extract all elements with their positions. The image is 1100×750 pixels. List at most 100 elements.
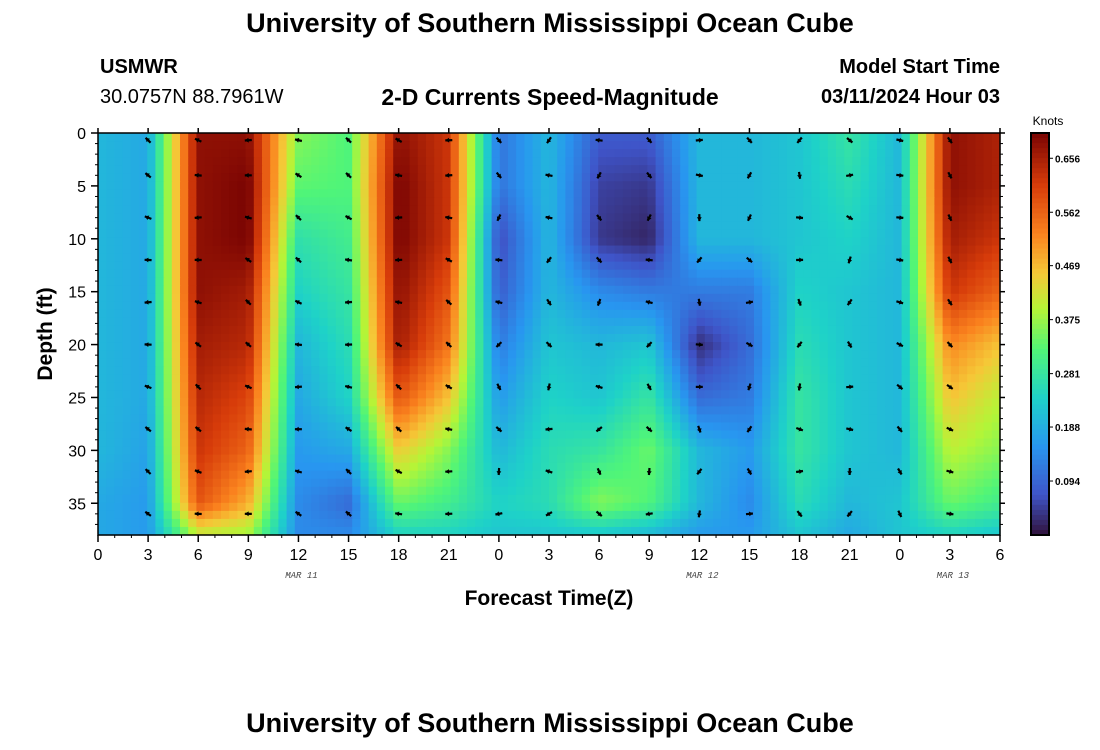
heatmap-cell bbox=[778, 181, 788, 190]
heatmap-cell bbox=[688, 237, 698, 247]
heatmap-cell bbox=[114, 325, 124, 335]
heatmap-cell bbox=[98, 350, 107, 359]
heatmap-cell bbox=[491, 478, 501, 488]
heatmap-cell bbox=[393, 189, 402, 198]
heatmap-cell bbox=[573, 325, 583, 335]
heatmap-cell bbox=[754, 237, 763, 247]
heatmap-cell bbox=[98, 422, 107, 432]
heatmap-cell bbox=[967, 285, 976, 295]
heatmap-cell bbox=[344, 478, 353, 488]
heatmap-cell bbox=[335, 446, 345, 456]
heatmap-cell bbox=[532, 149, 542, 158]
heatmap-cell bbox=[409, 358, 419, 367]
heatmap-cell bbox=[754, 309, 763, 319]
heatmap-cell bbox=[991, 157, 1001, 166]
heatmap-cell bbox=[852, 374, 862, 383]
heatmap-cell bbox=[311, 486, 320, 496]
heatmap-cell bbox=[163, 221, 173, 231]
heatmap-cell bbox=[844, 462, 853, 472]
heatmap-cell bbox=[737, 133, 747, 142]
heatmap-cell bbox=[409, 350, 419, 359]
heatmap-cell bbox=[98, 309, 107, 319]
heatmap-cell bbox=[983, 317, 993, 327]
heatmap-cell bbox=[827, 438, 837, 448]
heatmap-cell bbox=[975, 205, 985, 214]
heatmap-cell bbox=[713, 486, 722, 496]
heatmap-cell bbox=[196, 494, 206, 504]
heatmap-cell bbox=[508, 430, 517, 440]
heatmap-cell bbox=[844, 165, 853, 174]
heatmap-cell bbox=[770, 253, 780, 263]
heatmap-cell bbox=[294, 165, 304, 174]
heatmap-cell bbox=[475, 221, 484, 231]
heatmap-cell bbox=[778, 269, 788, 279]
heatmap-cell bbox=[212, 261, 222, 271]
heatmap-cell bbox=[335, 157, 345, 166]
heatmap-cell bbox=[467, 454, 476, 464]
heatmap-cell bbox=[262, 390, 271, 399]
heatmap-cell bbox=[196, 181, 206, 190]
heatmap-cell bbox=[483, 374, 493, 383]
heatmap-cell bbox=[762, 390, 771, 399]
heatmap-cell bbox=[319, 229, 329, 239]
heatmap-cell bbox=[229, 446, 238, 456]
heatmap-cell bbox=[286, 141, 296, 150]
heatmap-cell bbox=[180, 325, 189, 335]
heatmap-cell bbox=[868, 486, 878, 496]
heatmap-cell bbox=[606, 285, 616, 295]
heatmap-cell bbox=[704, 382, 714, 391]
heatmap-cell bbox=[811, 414, 821, 424]
heatmap-cell bbox=[188, 358, 197, 367]
heatmap-cell bbox=[196, 325, 206, 335]
heatmap-cell bbox=[417, 414, 427, 424]
heatmap-cell bbox=[516, 325, 525, 335]
heatmap-cell bbox=[344, 165, 353, 174]
heatmap-cell bbox=[721, 213, 730, 223]
heatmap-cell bbox=[368, 189, 378, 198]
heatmap-cell bbox=[803, 374, 812, 383]
heatmap-cell bbox=[163, 261, 173, 271]
heatmap-cell bbox=[606, 213, 616, 223]
heatmap-cell bbox=[212, 454, 222, 464]
heatmap-cell bbox=[868, 237, 878, 247]
heatmap-cell bbox=[852, 285, 862, 295]
heatmap-cell bbox=[934, 173, 944, 182]
heatmap-cell bbox=[549, 309, 558, 319]
heatmap-cell bbox=[376, 237, 386, 247]
heatmap-cell bbox=[622, 269, 632, 279]
heatmap-cell bbox=[852, 446, 862, 456]
heatmap-cell bbox=[368, 470, 378, 480]
heatmap-cell bbox=[139, 438, 148, 448]
heatmap-cell bbox=[278, 486, 288, 496]
heatmap-cell bbox=[745, 173, 755, 182]
heatmap-cell bbox=[827, 317, 837, 327]
heatmap-cell bbox=[663, 277, 673, 287]
heatmap-cell bbox=[745, 462, 755, 472]
heatmap-cell bbox=[417, 285, 427, 295]
heatmap-cell bbox=[434, 374, 443, 383]
heatmap-cell bbox=[737, 277, 747, 287]
heatmap-cell bbox=[467, 309, 476, 319]
heatmap-cell bbox=[795, 390, 804, 399]
heatmap-cell bbox=[114, 462, 124, 472]
heatmap-cell bbox=[245, 237, 255, 247]
heatmap-cell bbox=[434, 430, 443, 440]
heatmap-cell bbox=[983, 462, 993, 472]
heatmap-cell bbox=[401, 181, 411, 190]
heatmap-cell bbox=[253, 454, 263, 464]
heatmap-cell bbox=[885, 422, 894, 432]
heatmap-cell bbox=[385, 494, 394, 504]
heatmap-cell bbox=[565, 430, 575, 440]
heatmap-cell bbox=[426, 422, 435, 432]
heatmap-cell bbox=[737, 398, 747, 407]
heatmap-cell bbox=[458, 293, 468, 303]
heatmap-cell bbox=[262, 317, 271, 327]
heatmap-cell bbox=[639, 390, 648, 399]
heatmap-cell bbox=[737, 358, 747, 367]
heatmap-cell bbox=[581, 382, 591, 391]
heatmap-cell bbox=[770, 301, 780, 311]
heatmap-cell bbox=[795, 293, 804, 303]
heatmap-cell bbox=[139, 446, 148, 456]
heatmap-cell bbox=[860, 446, 870, 456]
heatmap-cell bbox=[606, 133, 616, 142]
